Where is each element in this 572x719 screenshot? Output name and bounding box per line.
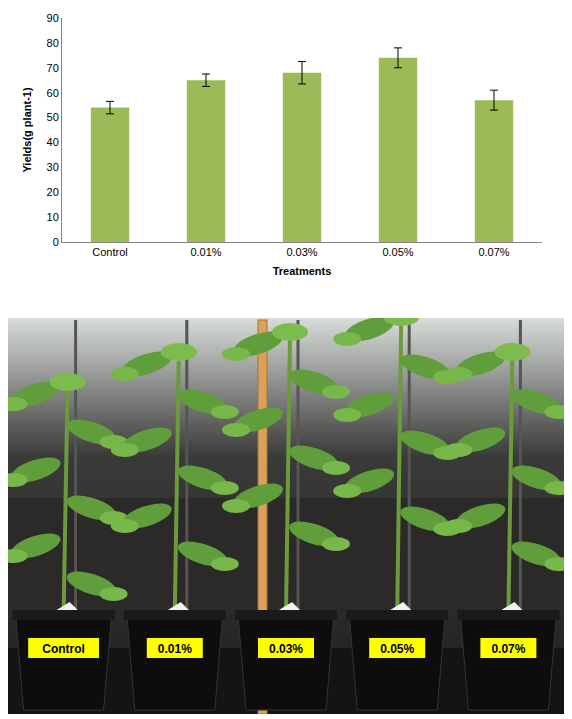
svg-text:60: 60 xyxy=(47,87,59,99)
svg-text:0.05%: 0.05% xyxy=(382,246,413,258)
svg-text:Control: Control xyxy=(92,246,127,258)
svg-text:20: 20 xyxy=(47,186,59,198)
svg-text:0.05%: 0.05% xyxy=(380,642,414,656)
svg-text:30: 30 xyxy=(47,161,59,173)
svg-text:90: 90 xyxy=(47,12,59,24)
svg-text:0.07%: 0.07% xyxy=(478,246,509,258)
svg-text:40: 40 xyxy=(47,136,59,148)
svg-text:70: 70 xyxy=(47,62,59,74)
svg-text:0.07%: 0.07% xyxy=(491,642,525,656)
svg-text:0: 0 xyxy=(53,236,59,248)
svg-text:80: 80 xyxy=(47,37,59,49)
svg-text:Yields(g plant-1): Yields(g plant-1) xyxy=(21,87,33,172)
svg-text:0.03%: 0.03% xyxy=(269,642,303,656)
svg-text:0.01%: 0.01% xyxy=(158,642,192,656)
svg-text:0.03%: 0.03% xyxy=(286,246,317,258)
svg-text:Treatments: Treatments xyxy=(273,265,332,277)
svg-text:0.01%: 0.01% xyxy=(190,246,221,258)
svg-text:50: 50 xyxy=(47,111,59,123)
svg-text:10: 10 xyxy=(47,211,59,223)
svg-text:Control: Control xyxy=(42,642,85,656)
